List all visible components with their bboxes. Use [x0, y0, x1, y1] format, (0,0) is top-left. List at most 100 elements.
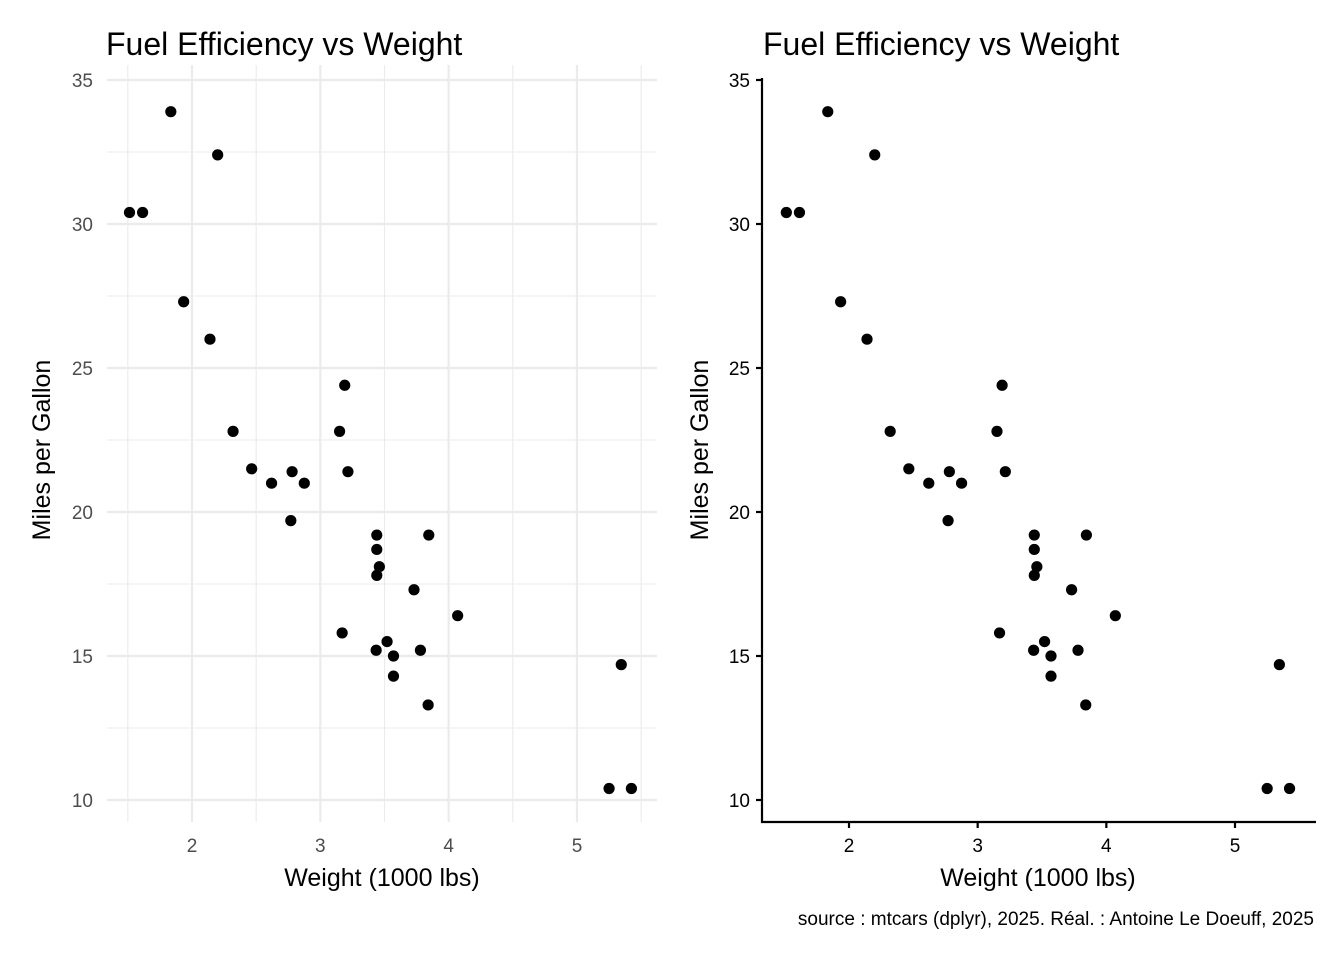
y-tick-label: 25	[729, 359, 750, 380]
x-tick-label: 3	[315, 836, 326, 857]
data-point	[793, 206, 806, 219]
data-point	[370, 644, 382, 656]
data-point	[123, 206, 136, 219]
data-point	[342, 466, 354, 478]
data-point	[371, 529, 383, 541]
data-point	[373, 561, 385, 573]
y-tick-label: 10	[729, 791, 750, 812]
data-point	[1028, 543, 1040, 556]
data-point	[1283, 782, 1296, 795]
y-tick-label: 35	[72, 71, 93, 92]
x-tick-label: 4	[1101, 836, 1112, 857]
y-tick-label: 20	[729, 503, 750, 524]
data-point	[414, 644, 427, 656]
data-point	[336, 627, 348, 639]
y-tick-label: 10	[72, 791, 93, 812]
left-x-axis-title: Weight (1000 lbs)	[284, 864, 479, 892]
right-x-axis-title: Weight (1000 lbs)	[940, 864, 1135, 892]
data-point	[1080, 699, 1092, 711]
right-y-tick-labels: 10 15 20 25 30 35	[729, 71, 750, 812]
left-plot-panel: Fuel Efficiency vs Weight 10 15 20 25 30 35 2…	[28, 26, 657, 892]
caption: source : mtcars (dplyr), 2025. Réal. : A…	[798, 909, 1314, 930]
data-point	[942, 515, 954, 527]
data-point	[603, 782, 615, 795]
data-point	[903, 463, 915, 475]
y-tick-label: 15	[729, 647, 750, 668]
y-tick-label: 25	[72, 359, 93, 380]
data-point	[1028, 569, 1040, 581]
data-point	[265, 477, 278, 489]
left-y-tick-labels: 10 15 20 25 30 35	[72, 71, 93, 812]
data-point	[996, 379, 1008, 391]
data-point	[387, 650, 400, 662]
data-point	[869, 149, 881, 161]
data-point	[615, 659, 627, 671]
data-point	[1065, 584, 1078, 596]
data-point	[408, 584, 420, 596]
data-point	[861, 333, 873, 345]
data-point	[423, 529, 435, 541]
data-point	[991, 425, 1003, 437]
y-tick-label: 30	[729, 215, 750, 236]
data-point	[835, 296, 847, 308]
data-point	[999, 466, 1011, 478]
y-tick-label: 20	[72, 503, 93, 524]
x-tick-label: 2	[844, 836, 855, 857]
data-point	[923, 477, 935, 489]
data-point	[178, 296, 190, 308]
x-tick-label: 5	[1230, 836, 1241, 857]
left-data-points	[123, 106, 638, 795]
data-point	[1038, 636, 1051, 648]
data-point	[943, 466, 955, 478]
data-point	[1028, 644, 1040, 656]
data-point	[625, 782, 638, 795]
data-point	[339, 379, 351, 391]
data-point	[1273, 659, 1285, 671]
y-tick-label: 30	[72, 215, 93, 236]
axis-lines	[760, 78, 1316, 824]
data-point	[212, 149, 224, 161]
y-tick-label: 35	[729, 71, 750, 92]
data-point	[371, 543, 383, 556]
data-point	[285, 515, 297, 527]
right-y-axis-title: Miles per Gallon	[686, 360, 714, 541]
right-axis-lines	[756, 78, 1316, 828]
data-point	[286, 466, 298, 478]
data-point	[246, 463, 258, 475]
data-point	[884, 425, 896, 437]
data-point	[1261, 782, 1273, 795]
data-point	[1072, 644, 1084, 656]
data-point	[822, 106, 834, 118]
x-tick-label: 3	[972, 836, 983, 857]
data-point	[227, 425, 239, 437]
data-point	[1045, 650, 1057, 662]
x-tick-label: 4	[443, 836, 454, 857]
data-point	[1028, 529, 1040, 541]
data-point	[993, 627, 1006, 639]
data-point	[1109, 610, 1121, 622]
left-plot-title: Fuel Efficiency vs Weight	[106, 26, 462, 62]
left-y-axis-title: Miles per Gallon	[28, 360, 56, 541]
data-point	[452, 610, 464, 622]
left-x-tick-labels: 2 3 4 5	[187, 836, 583, 857]
data-point	[381, 636, 393, 648]
data-point	[1045, 670, 1057, 682]
data-point	[333, 425, 346, 437]
data-point	[165, 106, 177, 118]
data-point	[955, 477, 968, 489]
data-point	[136, 206, 149, 219]
data-point	[1080, 529, 1092, 541]
data-point	[422, 699, 434, 711]
left-gridlines	[107, 65, 657, 822]
right-plot-title: Fuel Efficiency vs Weight	[763, 26, 1119, 62]
right-data-points	[780, 106, 1296, 795]
data-point	[387, 670, 400, 682]
data-point	[1031, 561, 1043, 573]
y-tick-label: 15	[72, 647, 93, 668]
x-tick-label: 5	[572, 836, 583, 857]
data-point	[780, 206, 792, 219]
data-point	[298, 477, 310, 489]
right-x-tick-labels: 2 3 4 5	[844, 836, 1241, 857]
